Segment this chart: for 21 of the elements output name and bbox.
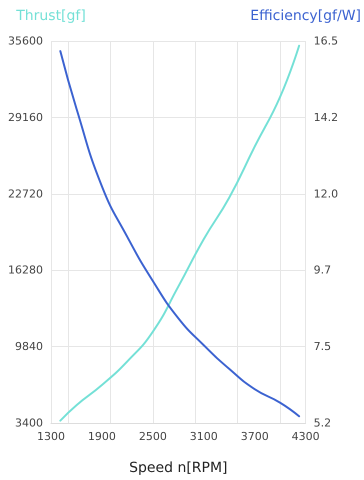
y-tick-label: 35600	[8, 34, 43, 48]
y2-axis-title: Efficiency[gf/W]	[250, 8, 362, 24]
x-axis-title: Speed n[RPM]	[129, 460, 228, 476]
x-tick-label: 3100	[190, 430, 218, 443]
y2-tick-label: 7.5	[314, 340, 332, 354]
x-tick-label: 3700	[240, 430, 269, 443]
x-tick-label: 2500	[138, 430, 167, 443]
x-tick-label: 1300	[37, 430, 65, 443]
y2-tick-label: 14.2	[314, 110, 338, 124]
x-tick-label: 1900	[88, 430, 116, 443]
y-tick-label: 16280	[8, 264, 43, 277]
y2-tick-label: 16.5	[314, 34, 338, 48]
y-axis-title: Thrust[gf]	[15, 8, 86, 24]
y2-tick-label: 9.7	[314, 264, 332, 277]
y-tick-label: 22720	[8, 187, 43, 200]
y-tick-label: 3400	[15, 416, 43, 430]
y2-tick-label: 5.2	[314, 416, 332, 430]
y2-tick-label: 12.0	[314, 187, 338, 200]
y-tick-label: 29160	[8, 110, 43, 124]
x-tick-label: 4300	[292, 430, 320, 443]
y-tick-label: 9840	[15, 340, 43, 354]
